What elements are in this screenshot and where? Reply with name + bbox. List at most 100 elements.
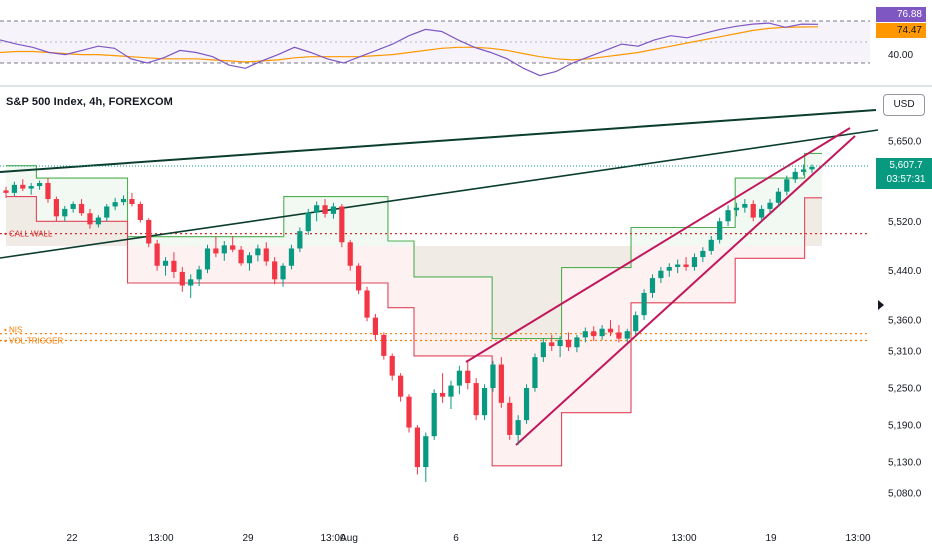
- candle-body: [666, 266, 672, 271]
- candle: [28, 182, 34, 195]
- candle-body: [733, 207, 740, 211]
- price-tick-label: 5,190.0: [888, 421, 922, 432]
- candle-body: [330, 206, 337, 214]
- candle-body: [112, 202, 118, 207]
- candle-body: [591, 331, 597, 337]
- candle-body: [137, 203, 143, 221]
- candle: [53, 196, 59, 222]
- candle-body: [465, 370, 471, 384]
- candle-body: [213, 248, 219, 254]
- candle: [204, 244, 211, 274]
- candle: [11, 181, 17, 196]
- rsi-level-label: 40.00: [888, 50, 913, 61]
- candle-body: [381, 334, 387, 356]
- price-tick-label: 5,080.0: [888, 489, 922, 500]
- scroll-to-realtime-icon[interactable]: [878, 300, 884, 310]
- candle: [339, 203, 345, 248]
- candle-body: [792, 171, 798, 180]
- time-tick-label: Aug: [340, 533, 358, 544]
- candle-body: [439, 392, 446, 397]
- trendline-upper-long[interactable]: [0, 109, 877, 173]
- candle-body: [633, 315, 639, 332]
- candle-body: [490, 364, 496, 389]
- candle: [95, 215, 101, 228]
- candles: [3, 164, 815, 482]
- candle: [750, 200, 756, 222]
- price-tick-label: 5,130.0: [888, 458, 922, 469]
- candle-body: [154, 243, 160, 266]
- candle-body: [423, 436, 429, 468]
- candle: [305, 208, 311, 235]
- wedge-lower-line[interactable]: [515, 135, 856, 446]
- candle: [330, 202, 337, 219]
- call-wall-label: • CALL WALL: [4, 230, 53, 239]
- candle-body: [305, 212, 311, 232]
- symbol-title[interactable]: S&P 500 Index, 4h, FOREXCOM: [6, 96, 173, 108]
- currency-button[interactable]: USD: [883, 94, 925, 116]
- candle-body: [775, 191, 782, 203]
- candle-body: [347, 242, 353, 266]
- bar-countdown: 03:57:31: [886, 174, 926, 185]
- candle: [120, 195, 127, 206]
- candle: [45, 178, 51, 203]
- candle: [62, 205, 68, 222]
- candle: [381, 332, 387, 360]
- candle-body: [750, 203, 756, 218]
- candle: [347, 239, 353, 271]
- candle: [162, 257, 169, 276]
- price-tick-label: 5,440.0: [888, 266, 922, 277]
- candle-body: [683, 264, 689, 267]
- nis-label: • NIS: [4, 326, 22, 335]
- candle-body: [204, 248, 211, 270]
- candle: [540, 338, 546, 363]
- candle-body: [11, 184, 17, 193]
- trend-lines[interactable]: [0, 109, 879, 446]
- last-price-value: 5,607.7: [889, 160, 923, 171]
- price-tick-label: 5,520.0: [888, 217, 922, 228]
- candle: [784, 175, 790, 196]
- candle: [272, 257, 278, 285]
- candle-body: [456, 370, 462, 386]
- candle: [733, 202, 740, 217]
- candle: [759, 205, 765, 222]
- candle: [439, 373, 446, 403]
- price-tick-label: 5,650.0: [888, 137, 922, 148]
- candle-body: [288, 248, 295, 266]
- candle-body: [607, 328, 614, 333]
- candle-body: [255, 248, 261, 256]
- time-tick-label: 22: [66, 533, 78, 544]
- price-axis[interactable]: 5,650.0 5,520.0 5,440.0 5,360.0 5,310.0 5,250…: [888, 137, 922, 500]
- candle: [389, 353, 395, 381]
- candle: [36, 180, 43, 190]
- candle: [314, 201, 320, 222]
- candle-body: [532, 357, 538, 389]
- candle: [255, 244, 261, 262]
- candle-body: [36, 182, 43, 187]
- price-tick-label: 5,360.0: [888, 316, 922, 327]
- wedge-upper-line[interactable]: [465, 127, 851, 363]
- time-tick-label: 29: [242, 533, 254, 544]
- candle: [171, 252, 177, 279]
- candle: [565, 332, 572, 351]
- candle: [691, 253, 698, 271]
- candle: [112, 197, 118, 211]
- candle: [456, 365, 462, 395]
- candle-body: [238, 249, 244, 264]
- time-tick-label: 19: [765, 533, 777, 544]
- candle: [624, 328, 630, 343]
- candle-body: [742, 203, 748, 208]
- last-price-tag: 5,607.7 03:57:31: [876, 158, 932, 189]
- candle: [515, 415, 521, 445]
- candle-body: [406, 396, 412, 428]
- candle: [263, 242, 269, 266]
- candle: [246, 252, 253, 271]
- candle: [20, 179, 26, 192]
- candle-body: [171, 260, 177, 272]
- candle: [288, 244, 295, 270]
- candle-body: [20, 184, 26, 189]
- candle: [675, 259, 681, 274]
- candle: [666, 263, 672, 277]
- candle: [490, 360, 496, 392]
